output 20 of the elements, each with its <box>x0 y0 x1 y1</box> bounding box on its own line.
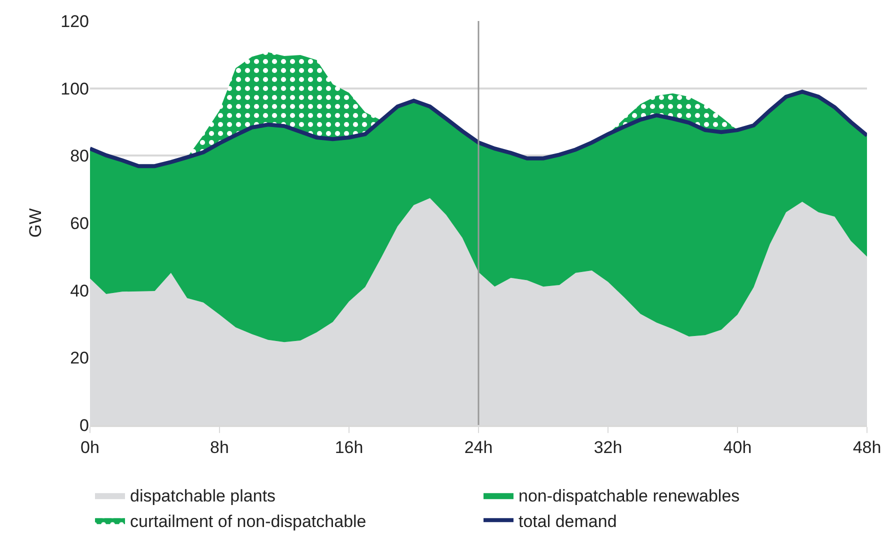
legend-label: curtailment of non-dispatchable <box>130 512 366 531</box>
y-tick-label: 60 <box>70 214 89 233</box>
y-tick-label: 20 <box>70 348 89 368</box>
y-axis-title: GW <box>26 208 46 238</box>
legend-label: dispatchable plants <box>130 486 276 506</box>
y-tick-label: 100 <box>60 79 89 98</box>
legend-label: non-dispatchable renewables <box>518 486 740 506</box>
x-tick-label: 16h <box>334 438 364 458</box>
x-tick-label: 0h <box>80 438 100 458</box>
legend-label: total demand <box>518 512 617 531</box>
x-tick-label: 32h <box>594 438 622 458</box>
line-series <box>90 90 867 168</box>
y-tick-label: 120 <box>60 12 89 31</box>
y-tick-label: 80 <box>70 146 89 166</box>
y-tick-label: 0 <box>80 416 89 435</box>
x-tick-label: 24h <box>464 438 493 458</box>
x-tick-label: 8h <box>210 438 229 458</box>
x-tick-label: 40h <box>723 438 752 458</box>
y-tick-label: 40 <box>70 281 89 300</box>
x-tick-label: 48h <box>852 438 882 458</box>
